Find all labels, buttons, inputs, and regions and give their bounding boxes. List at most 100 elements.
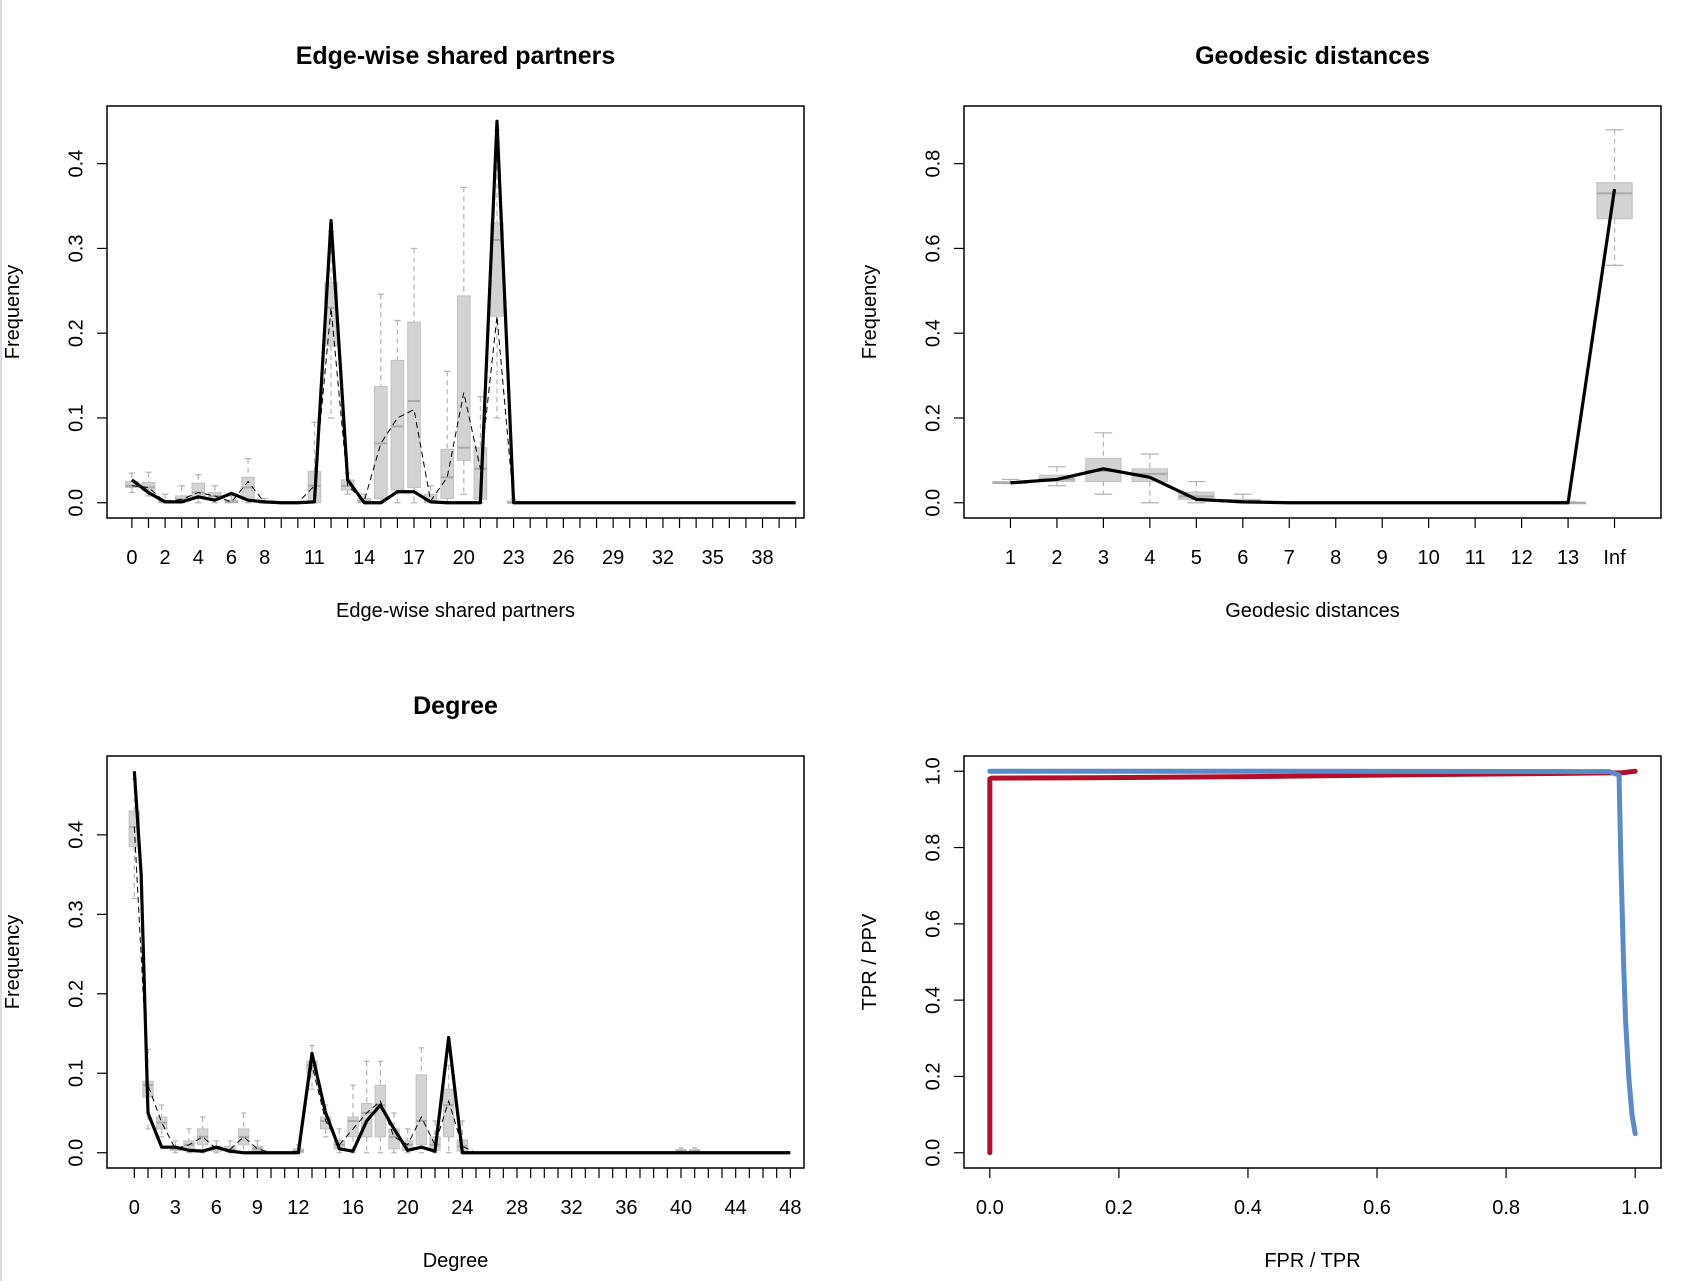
chart2-y-tick-label: 0.2 [65,980,87,1008]
chart3-series-line-blue [987,768,1638,1137]
chart2-x-tick-label: 32 [561,1197,583,1219]
chart3-x-tick-label: 0.6 [1363,1197,1391,1219]
chart2-x-tick-label: 48 [779,1197,801,1219]
chart3-series-line-red [987,768,1638,1156]
chart0-y-tick-label: 0.0 [65,489,87,517]
chart1-x-tick-label: 5 [1191,547,1202,569]
chart2-box [442,1088,455,1138]
chart2-x-tick-label: 6 [211,1197,222,1219]
chart1-x-tick-label: 2 [1051,547,1062,569]
chart2-plot-frame [106,755,805,1169]
chart2-y-tick-label: 0.1 [65,1059,87,1087]
chart0-y-tick-label: 0.3 [65,235,87,263]
chart2-y-tick-label: 0.4 [65,821,87,849]
chart2-box [347,1116,359,1138]
chart0-plot-frame [106,105,805,519]
chart0-x-tick-label: 38 [751,547,773,569]
chart1-y-tick-label: 0.4 [922,319,944,347]
chart3-x-tick-label: 0.8 [1492,1197,1520,1219]
chart3-y-tick-label: 0.8 [922,834,944,862]
chart0-x-tick-label: 26 [552,547,574,569]
chart1-x-tick-label: 9 [1377,547,1388,569]
chart2-x-tick-label: 0 [129,1197,140,1219]
chart3-y-axis-label: TPR / PPV [859,913,881,1010]
chart1-x-tick-label: 7 [1284,547,1295,569]
chart2-y-axis-label: Frequency [2,915,24,1010]
chart3-plot-frame [963,755,1662,1169]
chart1-x-tick-label: Inf [1603,547,1626,569]
chart3-x-tick-label: 0.2 [1105,1197,1133,1219]
chart2-x-tick-label: 12 [287,1197,309,1219]
chart0-y-axis-label: Frequency [2,265,24,360]
chart0-x-tick-label: 29 [602,547,624,569]
chart2-observed-line [132,771,791,1155]
chart2-x-tick-label: 20 [397,1197,419,1219]
chart1-y-tick-label: 0.0 [922,489,944,517]
chart1-x-tick-label: 10 [1418,547,1440,569]
chart3-x-tick-label: 1.0 [1621,1197,1649,1219]
chart0-x-axis-label: Edge-wise shared partners [336,600,575,622]
chart1-plot-frame [963,105,1662,519]
chart3-y-tick-label: 1.0 [922,757,944,785]
chart1-y-tick-label: 0.6 [922,235,944,263]
chart0-y-tick-label: 0.4 [65,150,87,178]
chart0-x-tick-label: 2 [160,547,171,569]
chart2-y-tick-label: 0.3 [65,900,87,928]
chart0-box [456,295,471,461]
chart2-box [415,1074,428,1146]
chart1-y-axis-label: Frequency [859,265,881,360]
chart1-x-tick-label: 13 [1557,547,1579,569]
chart0-x-tick-label: 20 [453,547,475,569]
chart3-x-tick-label: 0.0 [976,1197,1004,1219]
chart3-y-tick-label: 0.0 [922,1139,944,1167]
chart1-title: Geodesic distances [1195,42,1430,70]
chart0-box [390,359,405,491]
chart1-x-tick-label: 4 [1144,547,1155,569]
chart2-x-tick-label: 3 [170,1197,181,1219]
chart0-y-tick-label: 0.1 [65,404,87,432]
chart0-x-tick-label: 32 [652,547,674,569]
chart0-observed-line [130,119,796,505]
chart0-title: Edge-wise shared partners [296,42,616,70]
chart0-box [191,482,206,500]
chart0-x-tick-label: 23 [502,547,524,569]
chart2-x-tick-label: 36 [615,1197,637,1219]
chart3-x-axis-label: FPR / TPR [1264,1250,1360,1272]
chart3-y-tick-label: 0.6 [922,910,944,938]
chart1-x-tick-label: 12 [1510,547,1532,569]
chart1-box [1596,182,1633,220]
chart3-y-tick-label: 0.4 [922,986,944,1014]
chart1-x-tick-label: 8 [1330,547,1341,569]
chart0-y-tick-label: 0.2 [65,319,87,347]
chart1-x-tick-label: 11 [1465,547,1486,569]
chart1-observed-line [1010,188,1617,505]
chart1-y-tick-label: 0.2 [922,404,944,432]
chart2-y-tick-label: 0.0 [65,1139,87,1167]
chart2-x-tick-label: 28 [506,1197,528,1219]
chart0-x-tick-label: 14 [353,547,375,569]
chart0-x-tick-label: 0 [126,547,137,569]
chart2-x-tick-label: 40 [670,1197,692,1219]
chart2-x-tick-label: 16 [342,1197,364,1219]
chart0-x-tick-label: 6 [226,547,237,569]
chart2-x-tick-label: 24 [451,1197,473,1219]
chart0-x-tick-label: 35 [702,547,724,569]
chart0-box [407,321,421,488]
chart0-x-tick-label: 4 [193,547,204,569]
chart1-x-tick-label: 6 [1237,547,1248,569]
chart2-x-tick-label: 9 [252,1197,263,1219]
chart1-x-axis-label: Geodesic distances [1225,600,1400,622]
chart0-x-tick-label: 11 [304,547,325,569]
chart0-x-tick-label: 8 [259,547,270,569]
chart1-x-tick-label: 1 [1005,547,1016,569]
chart2-x-tick-label: 44 [725,1197,747,1219]
chart3-x-tick-label: 0.4 [1234,1197,1262,1219]
chart2-x-axis-label: Degree [423,1250,489,1272]
chart2-title: Degree [413,692,498,720]
chart1-x-tick-label: 3 [1098,547,1109,569]
chart0-x-tick-label: 17 [403,547,425,569]
chart3-y-tick-label: 0.2 [922,1063,944,1091]
chart1-y-tick-label: 0.8 [922,150,944,178]
